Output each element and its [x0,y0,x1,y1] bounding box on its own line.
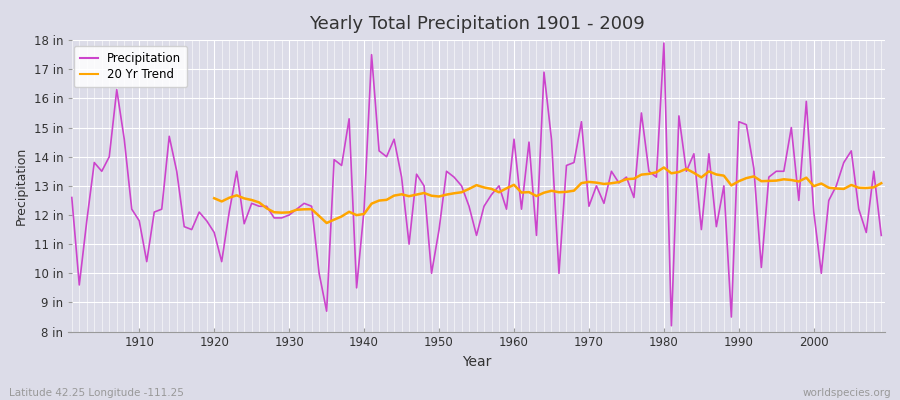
Title: Yearly Total Precipitation 1901 - 2009: Yearly Total Precipitation 1901 - 2009 [309,15,644,33]
X-axis label: Year: Year [462,355,491,369]
Text: Latitude 42.25 Longitude -111.25: Latitude 42.25 Longitude -111.25 [9,388,184,398]
Text: worldspecies.org: worldspecies.org [803,388,891,398]
Y-axis label: Precipitation: Precipitation [15,147,28,225]
Legend: Precipitation, 20 Yr Trend: Precipitation, 20 Yr Trend [74,46,187,87]
